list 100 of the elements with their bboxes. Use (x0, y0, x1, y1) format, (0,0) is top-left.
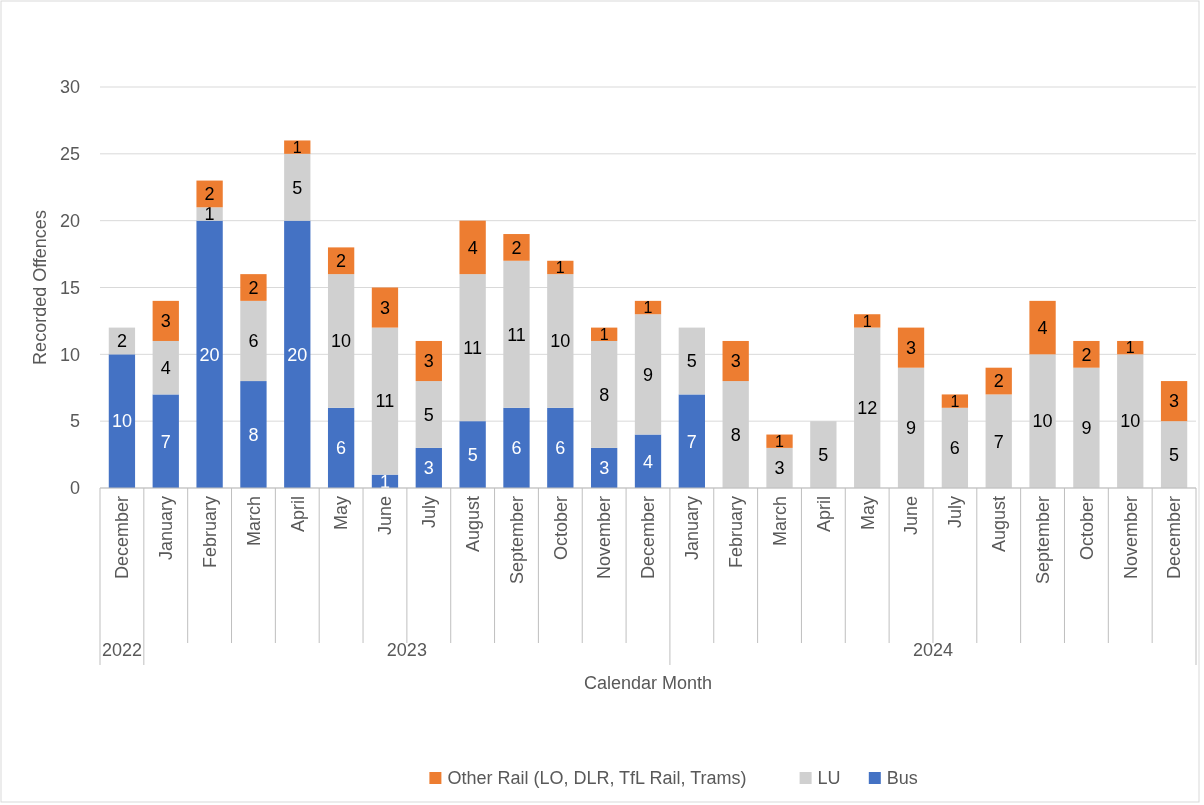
data-label: 2 (1081, 344, 1092, 365)
data-label: 3 (906, 337, 917, 358)
data-label: 6 (248, 331, 259, 352)
data-label: 8 (599, 384, 610, 405)
y-axis-title: Recorded Offences (30, 210, 51, 365)
text: 2023 (386, 640, 427, 661)
data-label: 3 (160, 311, 171, 332)
data-label: 10 (1120, 411, 1141, 432)
x-tick-label: July (945, 496, 966, 529)
data-label: 7 (993, 431, 1004, 452)
bar (327, 247, 355, 275)
data-label: 5 (686, 351, 697, 372)
bar (152, 394, 179, 488)
data-label: 9 (642, 364, 654, 385)
data-label: 10 (331, 331, 352, 352)
data-label: 11 (463, 337, 482, 358)
data-label: 20 (287, 344, 308, 365)
data-label: 1 (599, 325, 609, 343)
x-tick-label: July (419, 496, 440, 529)
y-tick-label: 0 (69, 478, 80, 499)
bar (941, 394, 969, 408)
data-label: 3 (1169, 391, 1180, 412)
data-label: 10 (1032, 411, 1053, 432)
bar (240, 381, 267, 488)
x-tick-label: November (1120, 496, 1141, 580)
bar (503, 407, 530, 488)
bar (1160, 381, 1188, 422)
bar (678, 394, 705, 488)
x-tick-label: May (857, 496, 878, 531)
data-label: 10 (111, 411, 132, 432)
y-tick-label: 10 (59, 344, 80, 365)
y-tick-label: 20 (59, 210, 80, 231)
bar (240, 274, 267, 301)
x-tick-label: February (725, 496, 746, 569)
bar (371, 287, 399, 328)
data-label: 5 (423, 404, 434, 425)
data-label: 3 (774, 458, 785, 479)
x-tick-label: May (331, 496, 352, 531)
x-tick-label: November (594, 496, 615, 580)
x-tick-label: September (506, 496, 527, 585)
bar (196, 220, 223, 488)
data-label: 2 (336, 251, 347, 272)
x-tick-label: April (287, 496, 308, 533)
data-label: 12 (857, 398, 878, 419)
data-label: 1 (862, 312, 872, 330)
bar (152, 300, 179, 341)
data-label: 4 (467, 237, 478, 258)
x-tick-label: December (638, 496, 659, 580)
bar (503, 234, 530, 261)
x-tick-label: January (682, 496, 703, 561)
data-label: 2 (248, 277, 259, 298)
text: 2022 (101, 640, 142, 661)
bar (766, 447, 793, 488)
data-label: 6 (336, 438, 347, 459)
data-label: 5 (1169, 444, 1180, 465)
data-label: 6 (555, 438, 566, 459)
data-label: 20 (199, 344, 220, 365)
data-label: 3 (730, 351, 741, 372)
bar (1073, 340, 1100, 368)
data-label: 9 (1081, 418, 1092, 439)
x-tick-label: June (901, 496, 922, 536)
data-label: 1 (950, 392, 960, 410)
data-label: 1 (1125, 339, 1135, 357)
data-label: 1 (379, 471, 390, 492)
y-tick-label: 30 (59, 77, 80, 98)
bar (284, 220, 311, 488)
data-label: 7 (686, 431, 697, 452)
bar (897, 327, 925, 368)
x-tick-label: January (156, 496, 177, 561)
data-label: 2 (116, 331, 127, 352)
bar (722, 340, 749, 382)
data-label: 3 (599, 458, 610, 479)
data-label: 1 (292, 138, 302, 156)
legend-label: LU (817, 768, 841, 789)
y-tick-label: 15 (59, 277, 80, 298)
bar (196, 180, 223, 208)
data-label: 11 (375, 391, 395, 412)
x-tick-label: April (813, 496, 834, 533)
data-label: 9 (906, 418, 917, 439)
x-tick-label: August (989, 496, 1010, 553)
data-label: 6 (949, 438, 960, 459)
data-label: 2 (993, 371, 1004, 392)
legend-label: Bus (886, 768, 918, 789)
bar (327, 407, 355, 488)
bar (459, 220, 486, 275)
x-axis-title: Calendar Month (583, 673, 713, 694)
x-tick-label: December (1164, 496, 1185, 580)
data-label: 5 (467, 444, 478, 465)
legend-label: Other Rail (LO, DLR, TfL Rail, Trams) (447, 768, 747, 789)
data-label: 3 (379, 297, 390, 318)
x-tick-label: December (112, 496, 133, 580)
x-tick-label: March (243, 496, 264, 547)
y-tick-label: 5 (69, 411, 80, 432)
data-label: 5 (818, 444, 829, 465)
bar (547, 407, 574, 488)
text: 2024 (912, 640, 953, 661)
x-tick-label: June (375, 496, 396, 536)
data-label: 4 (642, 451, 654, 472)
data-label: 3 (423, 351, 434, 372)
x-tick-label: March (769, 496, 790, 547)
